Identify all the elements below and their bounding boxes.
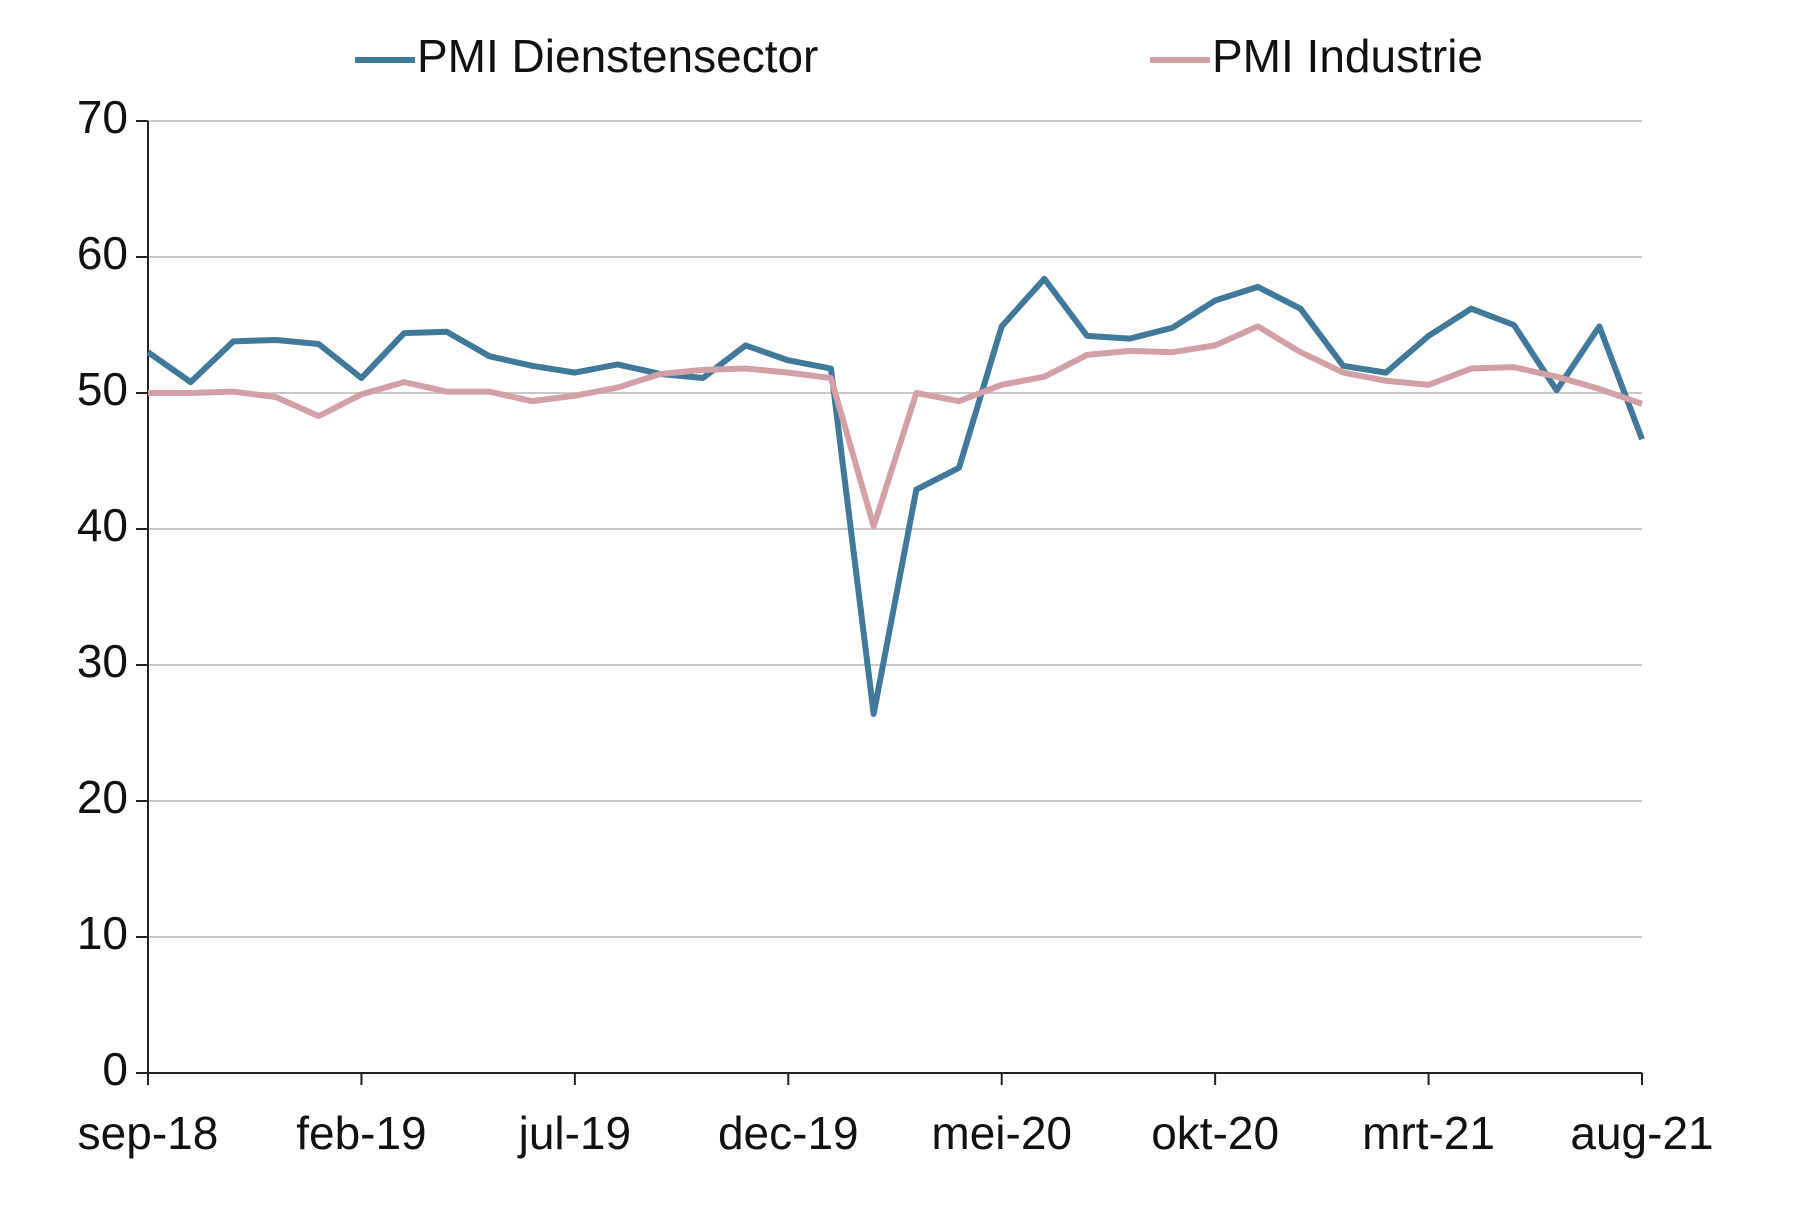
x-tick-label: feb-19 [296, 1107, 426, 1159]
y-tick-label: 0 [102, 1043, 128, 1095]
x-tick-label: mei-20 [931, 1107, 1072, 1159]
x-tick-label: okt-20 [1151, 1107, 1279, 1159]
legend-label: PMI Industrie [1212, 30, 1483, 82]
x-tick-label: dec-19 [718, 1107, 859, 1159]
legend-label: PMI Dienstensector [417, 30, 818, 82]
x-tick-label: sep-18 [78, 1107, 219, 1159]
x-tick-label: jul-19 [517, 1107, 632, 1159]
y-tick-label: 40 [77, 499, 128, 551]
y-tick-label: 60 [77, 227, 128, 279]
series-line [146, 275, 1645, 717]
y-tick-label: 30 [77, 635, 128, 687]
series-line [148, 323, 1643, 530]
y-tick-label: 50 [77, 363, 128, 415]
y-tick-label: 20 [77, 771, 128, 823]
x-tick-label: aug-21 [1570, 1107, 1713, 1159]
x-tick-label: mrt-21 [1362, 1107, 1495, 1159]
y-tick-label: 70 [77, 91, 128, 143]
y-tick-label: 10 [77, 907, 128, 959]
